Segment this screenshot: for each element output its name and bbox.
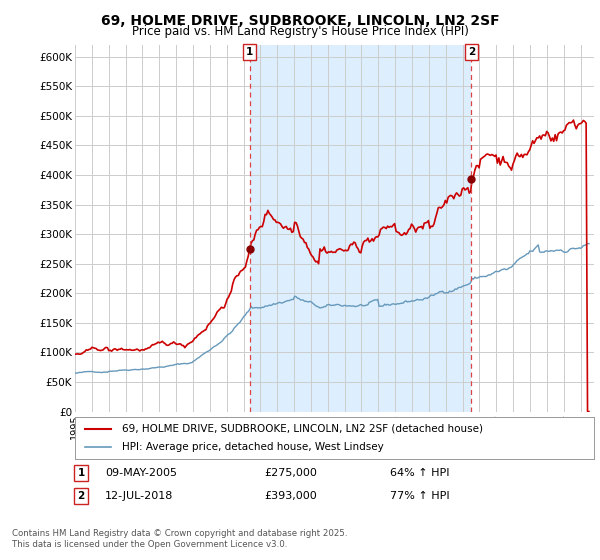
Text: 2: 2 <box>77 491 85 501</box>
Text: £275,000: £275,000 <box>264 468 317 478</box>
Text: 64% ↑ HPI: 64% ↑ HPI <box>390 468 449 478</box>
Text: Price paid vs. HM Land Registry's House Price Index (HPI): Price paid vs. HM Land Registry's House … <box>131 25 469 38</box>
Text: £393,000: £393,000 <box>264 491 317 501</box>
Text: 77% ↑ HPI: 77% ↑ HPI <box>390 491 449 501</box>
Text: 69, HOLME DRIVE, SUDBROOKE, LINCOLN, LN2 2SF: 69, HOLME DRIVE, SUDBROOKE, LINCOLN, LN2… <box>101 14 499 28</box>
Text: Contains HM Land Registry data © Crown copyright and database right 2025.
This d: Contains HM Land Registry data © Crown c… <box>12 529 347 549</box>
Text: 1: 1 <box>77 468 85 478</box>
Text: 12-JUL-2018: 12-JUL-2018 <box>105 491 173 501</box>
Text: HPI: Average price, detached house, West Lindsey: HPI: Average price, detached house, West… <box>122 442 383 452</box>
Text: 2: 2 <box>468 47 475 57</box>
Text: 1: 1 <box>246 47 253 57</box>
Bar <box>250 45 472 412</box>
Text: 69, HOLME DRIVE, SUDBROOKE, LINCOLN, LN2 2SF (detached house): 69, HOLME DRIVE, SUDBROOKE, LINCOLN, LN2… <box>122 424 483 434</box>
Text: 09-MAY-2005: 09-MAY-2005 <box>105 468 177 478</box>
